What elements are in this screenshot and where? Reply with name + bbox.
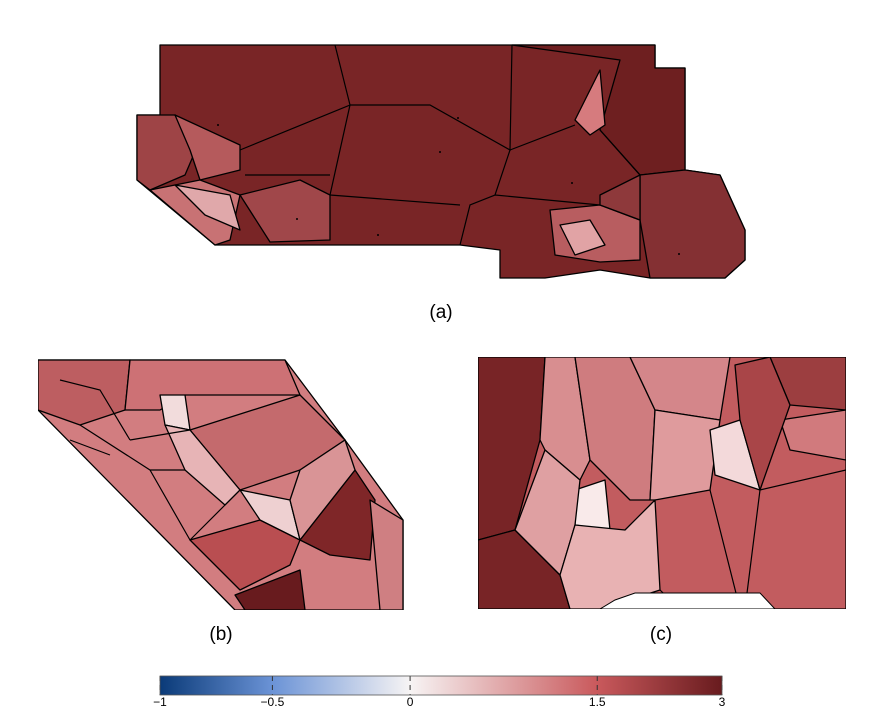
map-a: (a) [136, 44, 746, 323]
tick-label: −1 [153, 695, 167, 709]
tick-label: −0.5 [261, 695, 285, 709]
map-b [38, 359, 404, 610]
tick-label: 1.5 [589, 695, 606, 709]
panel-label: (c) [650, 624, 672, 645]
tick-label: 0 [407, 695, 414, 709]
colorbar-frame [159, 675, 723, 696]
panel-label: (a) [429, 302, 452, 323]
colorbar-gradient [160, 676, 722, 695]
tick-label: 3 [719, 695, 726, 709]
colorbar: −1 −0.5 0 1.5 3 [153, 675, 726, 709]
map-c [478, 357, 846, 609]
panel-label: (b) [209, 624, 232, 645]
